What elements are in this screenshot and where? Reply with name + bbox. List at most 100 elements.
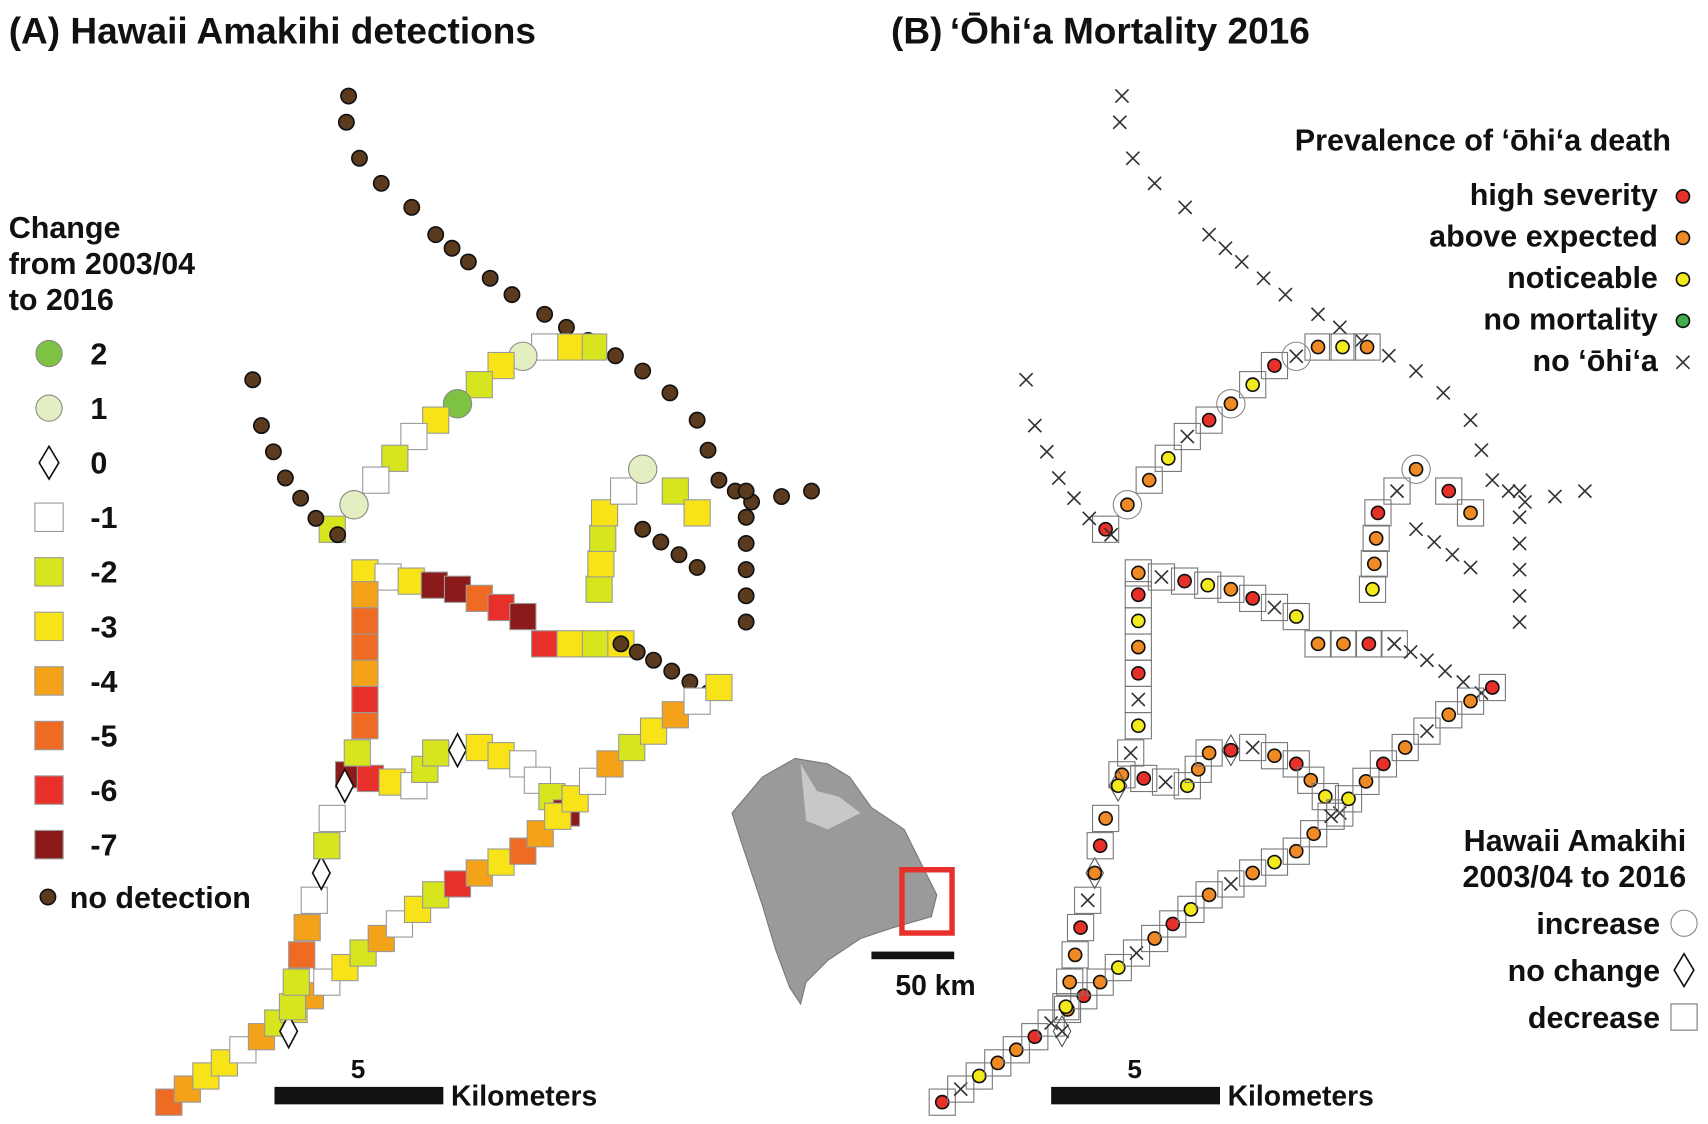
legend-symbol	[1670, 909, 1698, 937]
no-detection-point	[443, 239, 461, 257]
point	[1054, 1024, 1070, 1039]
point	[1141, 472, 1157, 488]
decrease-ring	[1151, 768, 1180, 796]
point	[580, 333, 608, 361]
decrease-ring	[1260, 848, 1289, 876]
study-area-box	[899, 867, 955, 936]
decrease-ring	[1184, 755, 1212, 783]
decrease-ring	[1173, 772, 1201, 800]
decrease-ring	[1413, 717, 1441, 745]
legend-label: 0	[90, 447, 107, 481]
decrease-ring	[1353, 333, 1381, 361]
point	[556, 630, 584, 658]
decrease-ring	[1435, 477, 1463, 505]
point	[1201, 412, 1217, 428]
point	[1408, 522, 1424, 537]
point	[531, 630, 559, 658]
no-detection-point	[699, 441, 717, 459]
point	[1463, 560, 1478, 575]
point	[1110, 778, 1126, 794]
point	[934, 1094, 950, 1110]
point	[1082, 511, 1097, 526]
decrease-ring	[1355, 630, 1383, 658]
decrease-ring	[1239, 584, 1267, 613]
decrease-ring	[1086, 832, 1114, 860]
point	[1120, 497, 1135, 513]
point	[362, 466, 390, 494]
no-detection-point	[292, 489, 310, 507]
point	[1190, 761, 1206, 777]
decrease-ring	[1297, 766, 1325, 794]
decrease-ring	[1352, 767, 1380, 795]
no-detection-point	[634, 362, 652, 380]
point	[313, 832, 341, 860]
no-detection-point	[536, 305, 554, 323]
point	[627, 454, 658, 484]
decrease-ring	[1147, 563, 1176, 591]
point	[1098, 811, 1113, 826]
point	[1147, 176, 1162, 191]
decrease-ring	[1074, 886, 1102, 914]
no-detection-point	[329, 526, 347, 544]
point	[1365, 581, 1380, 597]
point	[581, 630, 610, 658]
point	[1008, 1042, 1024, 1058]
no-detection-point	[427, 226, 445, 244]
no-detection-point	[403, 198, 421, 216]
decrease-ring	[1056, 968, 1084, 996]
legend-symbol	[34, 666, 64, 696]
point	[1306, 826, 1322, 842]
decrease-ring	[1195, 406, 1223, 434]
decrease-ring	[1383, 477, 1411, 505]
decrease-ring	[1260, 742, 1289, 770]
point	[318, 804, 346, 833]
decrease-ring	[1364, 499, 1392, 527]
point	[1130, 718, 1146, 734]
no-detection-point	[663, 662, 681, 680]
point	[1361, 636, 1377, 652]
point	[1154, 569, 1169, 585]
point	[953, 1081, 968, 1097]
point	[1160, 450, 1176, 466]
point	[293, 913, 321, 942]
legend-label: -4	[90, 665, 117, 699]
point	[1131, 692, 1146, 707]
point	[1288, 609, 1304, 624]
point	[1267, 854, 1282, 870]
legend-title: Change	[9, 211, 121, 245]
decrease-ring	[1173, 422, 1201, 451]
no-detection-point	[503, 286, 521, 304]
point	[1441, 483, 1457, 499]
no-detection-point	[276, 469, 294, 487]
legend-label: 1	[90, 392, 107, 426]
point	[705, 673, 733, 702]
point	[339, 489, 369, 520]
decrease-ring	[1117, 739, 1145, 767]
no-detection-point	[737, 587, 755, 605]
point	[288, 941, 316, 969]
point	[1223, 876, 1239, 892]
point	[1408, 363, 1424, 379]
decrease-ring	[1358, 575, 1387, 603]
point	[1474, 443, 1489, 458]
point	[1419, 653, 1435, 668]
point	[1130, 613, 1146, 629]
point	[343, 739, 371, 767]
point	[397, 567, 425, 595]
point	[1512, 483, 1527, 499]
scale-label: 5	[351, 1054, 366, 1084]
point	[1370, 505, 1386, 521]
scale-bar	[1051, 1086, 1220, 1105]
point	[422, 739, 450, 767]
point	[442, 389, 473, 419]
point	[1130, 587, 1146, 603]
legend-symbol	[34, 720, 64, 751]
decrease-ring	[1086, 968, 1114, 996]
panel-b-title: ‘Ōhi‘a Mortality 2016	[950, 10, 1310, 52]
no-detection-point	[652, 533, 670, 551]
no-detection-point	[628, 643, 646, 661]
point	[420, 571, 448, 599]
increase-ring	[1281, 341, 1311, 372]
point	[1256, 271, 1271, 286]
